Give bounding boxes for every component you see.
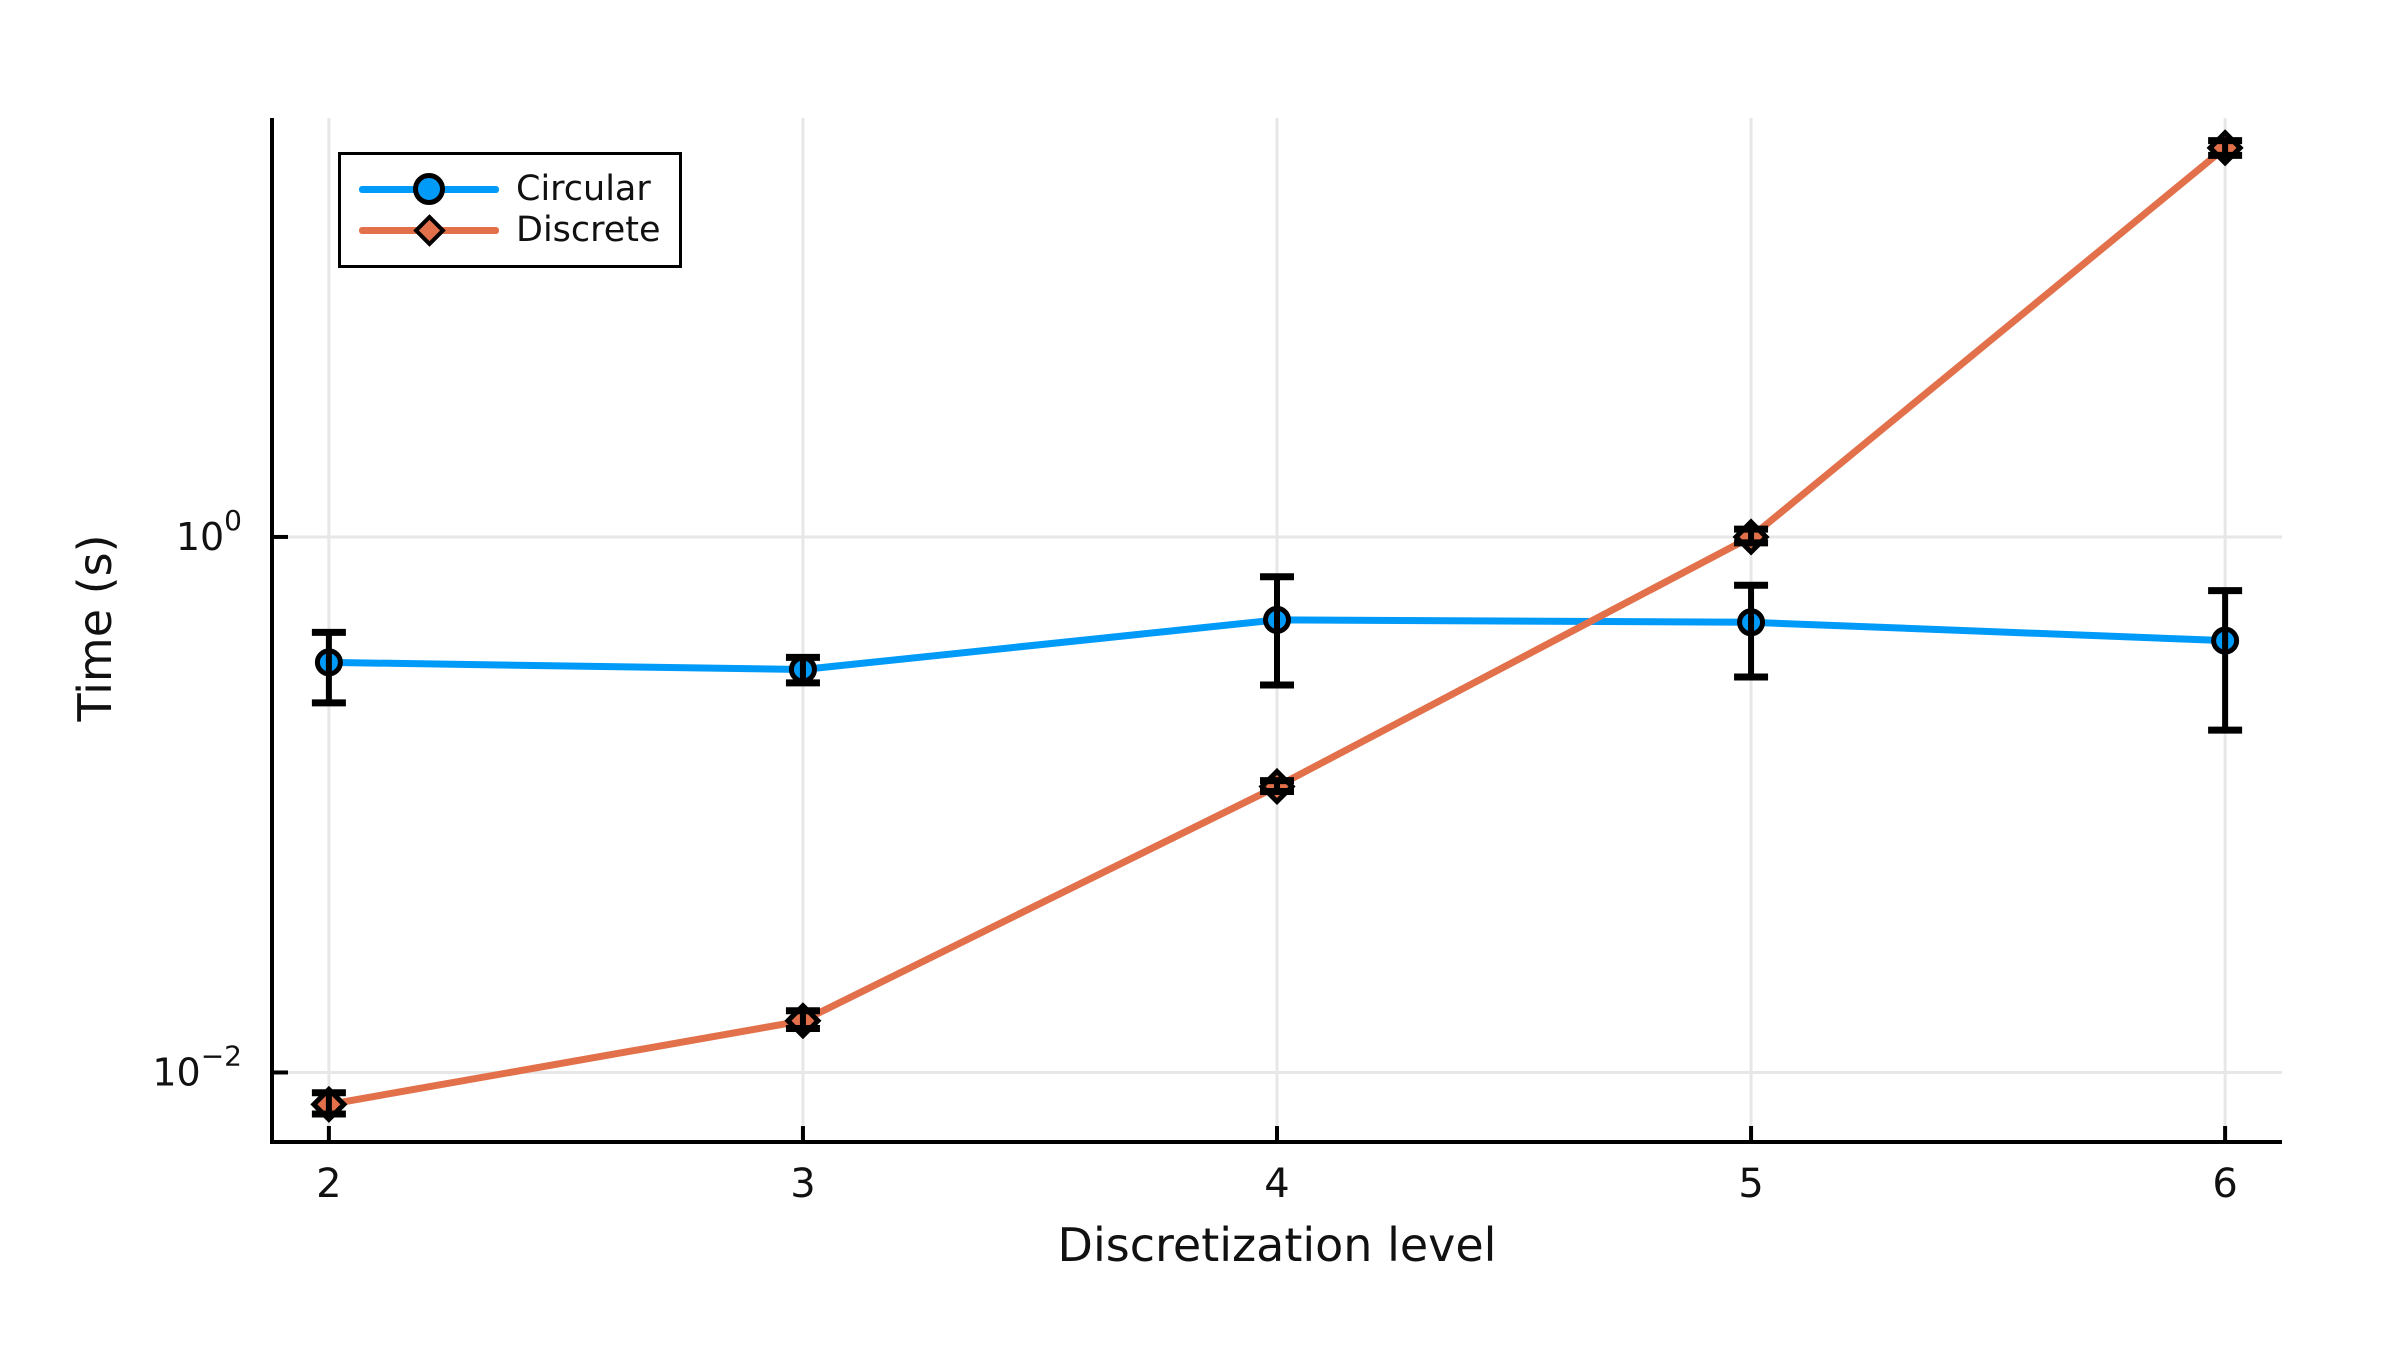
x-tick-label-6: 6 xyxy=(2212,1161,2237,1207)
circular-legend-sample xyxy=(359,169,499,210)
y-axis-label: Time (s) xyxy=(68,534,122,722)
legend-entry-discrete: Discrete xyxy=(341,210,679,251)
y-tick-label-1e0: 100 xyxy=(176,504,242,559)
x-tick-label-2: 2 xyxy=(316,1161,341,1207)
y-tick-label-1e-2: 10−2 xyxy=(152,1039,242,1094)
legend-label-circular: Circular xyxy=(516,169,651,209)
discrete-legend-sample xyxy=(359,210,499,251)
legend-label-discrete: Discrete xyxy=(516,210,661,250)
x-axis-label: Discretization level xyxy=(1057,1218,1497,1272)
x-tick-label-5: 5 xyxy=(1738,1161,1763,1207)
circle-marker-icon xyxy=(413,173,445,205)
legend-entry-circular: Circular xyxy=(341,169,679,210)
diamond-marker-icon xyxy=(413,214,446,247)
x-tick-label-4: 4 xyxy=(1264,1161,1289,1207)
x-tick-label-3: 3 xyxy=(790,1161,815,1207)
legend: Circular Discrete xyxy=(338,152,682,268)
